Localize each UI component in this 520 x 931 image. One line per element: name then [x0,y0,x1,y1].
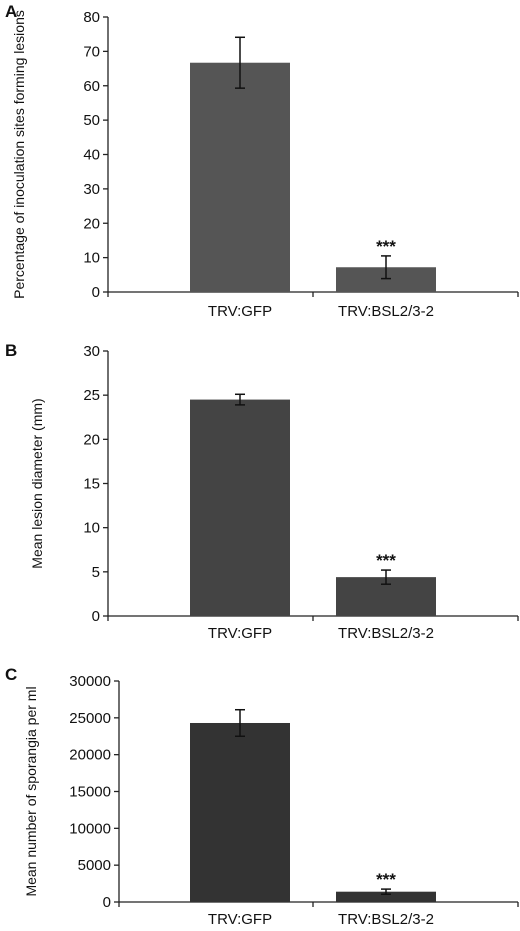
y-axis-title-a: Percentage of inoculation sites forming … [11,10,27,299]
y-tick-label-c: 25000 [69,710,111,727]
y-tick-label-b: 10 [83,520,100,537]
y-tick-label-a: 0 [92,284,100,301]
y-tick-label-a: 20 [83,215,100,232]
y-tick-label-a: 40 [83,147,100,164]
y-tick-label-c: 30000 [69,673,111,690]
panel-label-b: B [5,341,18,360]
y-tick-label-c: 0 [103,894,111,911]
category-label-b-2: TRV:BSL2/3-2 [338,625,434,642]
chart-c: 0 5000 10000 15000 20000 25000 30000 TRV:GFP ***… [23,673,519,928]
y-tick-label-a: 50 [83,112,100,129]
y-tick-label-a: 10 [83,250,100,267]
y-tick-label-c: 10000 [69,820,111,837]
y-axis-title-b: Mean lesion diameter (mm) [29,398,45,568]
y-tick-label-c: 15000 [69,784,111,801]
y-tick-label-a: 70 [83,43,100,60]
y-tick-label-b: 30 [83,343,100,360]
y-tick-label-a: 30 [83,181,100,198]
panel-label-a: A [5,2,18,21]
chart-a: 0 10 20 30 40 50 60 70 80 TRV:GFP *** TRV:BSL2/3-2 P… [11,9,519,320]
panel-label-c: C [5,665,18,684]
y-tick-label-b: 20 [83,431,100,448]
category-label-c-1: TRV:GFP [208,911,272,928]
category-label-a-1: TRV:GFP [208,303,272,320]
bar-c-1 [190,722,290,902]
chart-b: 0 5 10 15 20 25 30 TRV:GFP *** TRV:BSL2/3-2 Mean l… [29,343,519,642]
significance-marker-a: *** [376,237,396,256]
significance-marker-c: *** [376,870,396,889]
y-tick-label-b: 25 [83,387,100,404]
bar-a-1 [190,62,290,292]
y-tick-label-b: 15 [83,476,100,493]
category-label-b-1: TRV:GFP [208,625,272,642]
significance-marker-b: *** [376,551,396,570]
y-tick-label-a: 80 [83,9,100,26]
y-tick-label-b: 0 [92,608,100,625]
bar-c-2 [336,891,436,902]
category-label-a-2: TRV:BSL2/3-2 [338,303,434,320]
y-tick-label-a: 60 [83,78,100,95]
y-tick-label-c: 5000 [78,857,111,874]
y-tick-label-c: 20000 [69,747,111,764]
y-axis-title-c: Mean number of sporangia per ml [23,686,39,896]
bar-b-1 [190,399,290,616]
category-label-c-2: TRV:BSL2/3-2 [338,911,434,928]
y-tick-label-b: 5 [92,564,100,581]
